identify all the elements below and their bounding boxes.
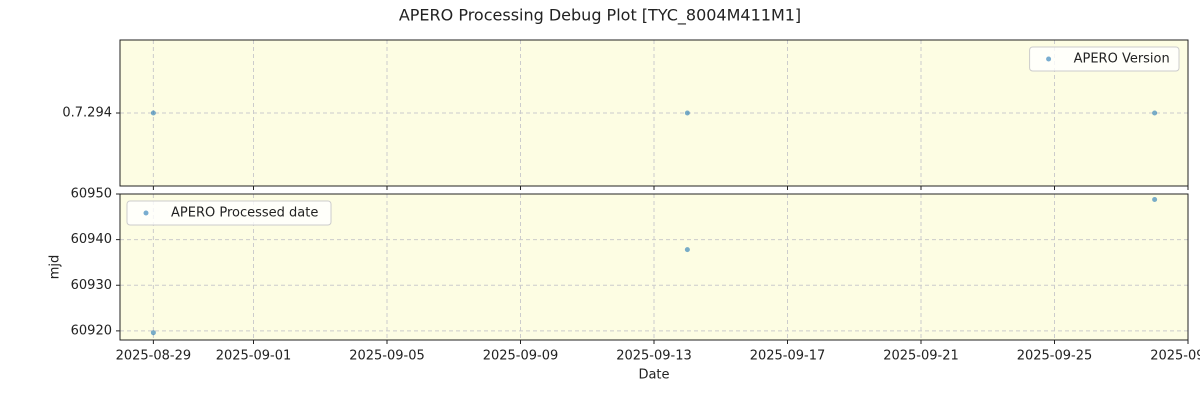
plot-frame	[119, 39, 1189, 187]
legend-label: APERO Processed date	[171, 206, 318, 221]
legend-box	[1029, 46, 1180, 72]
x-tick-label: 2025-09-13	[616, 349, 692, 364]
point	[150, 330, 156, 336]
figure-title: APERO Processing Debug Plot [TYC_8004M41…	[399, 6, 801, 26]
point	[150, 110, 156, 116]
y-tick-label: 60930	[71, 278, 112, 293]
x-tick-label: 2025-09-05	[349, 349, 425, 364]
x-tick-label: 2025-08-29	[116, 349, 192, 364]
x-tick-label: 2025-09-21	[883, 349, 959, 364]
x-tick-label: 2025-09-17	[750, 349, 826, 364]
point	[684, 247, 690, 253]
x-axis-label: Date	[638, 368, 669, 383]
x-tick-label: 2025-09-29	[1150, 349, 1200, 364]
x-tick-label: 2025-09-09	[483, 349, 559, 364]
legend-marker	[1046, 56, 1052, 62]
legend-marker	[143, 210, 149, 216]
y-tick-label: 0.7.294	[62, 106, 112, 121]
y-tick-label: 60950	[71, 187, 112, 202]
x-tick-label: 2025-09-01	[216, 349, 292, 364]
y-tick-label: 60920	[71, 323, 112, 338]
point	[1152, 196, 1158, 202]
point	[1152, 110, 1158, 116]
y-axis-label: mjd	[48, 255, 63, 280]
point	[684, 110, 690, 116]
x-tick-label: 2025-09-25	[1017, 349, 1093, 364]
legend-label: APERO Version	[1074, 52, 1170, 67]
legend-box	[126, 200, 332, 226]
y-tick-label: 60940	[71, 232, 112, 247]
plot-frame	[119, 193, 1189, 341]
